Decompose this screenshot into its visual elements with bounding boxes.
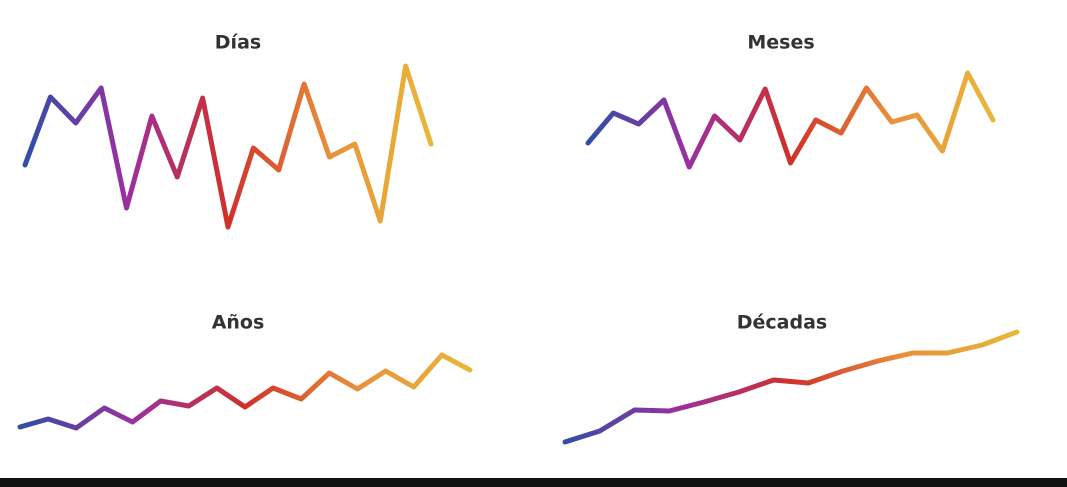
bottom-bar bbox=[0, 478, 1067, 487]
chart-title: Décadas bbox=[737, 312, 827, 334]
trend-line bbox=[22, 63, 434, 230]
chart-title: Días bbox=[215, 32, 261, 54]
chart-title: Años bbox=[212, 312, 265, 334]
trend-line bbox=[562, 329, 1020, 445]
trend-line bbox=[585, 70, 996, 170]
chart-title: Meses bbox=[747, 32, 814, 54]
trend-line bbox=[17, 352, 473, 431]
